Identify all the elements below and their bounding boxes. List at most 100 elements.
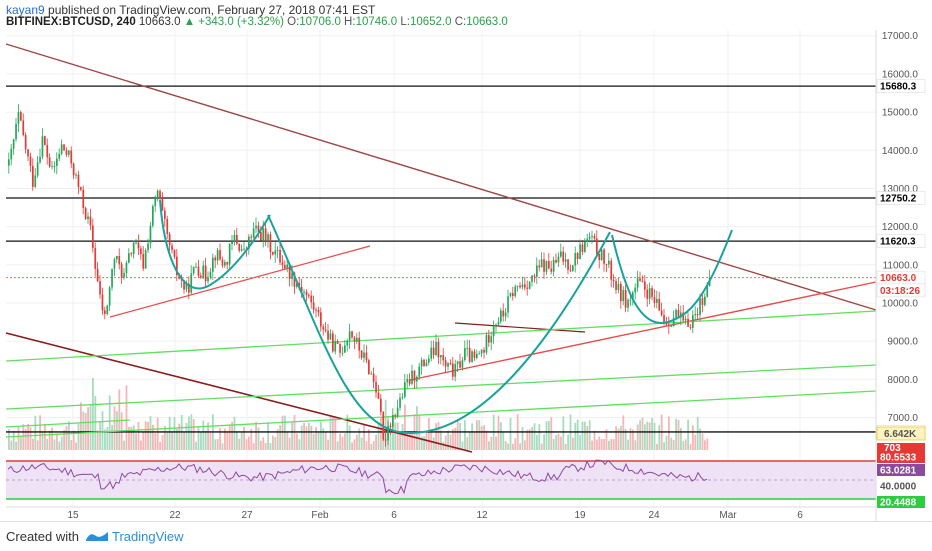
candle-body — [332, 333, 334, 352]
candle-body — [264, 228, 267, 241]
rsi-badge — [877, 464, 925, 476]
volume-bar — [658, 424, 661, 450]
volume-bar — [358, 428, 361, 450]
volume-badge — [876, 426, 926, 441]
volume-bar — [214, 439, 217, 450]
volume-bar — [694, 434, 697, 450]
candle-body — [600, 249, 603, 261]
candle-body — [555, 259, 557, 263]
volume-bar — [497, 415, 500, 450]
volume-bar — [72, 430, 75, 450]
candle-body — [68, 150, 70, 155]
volume-bar — [245, 439, 248, 450]
volume-bar — [58, 441, 61, 450]
volume-bar — [622, 415, 625, 450]
volume-bar — [336, 441, 339, 450]
candle-body — [147, 243, 149, 251]
candle-body — [672, 317, 675, 327]
volume-bar — [178, 423, 181, 450]
volume-bar — [204, 430, 207, 450]
candle-body — [320, 312, 322, 327]
candle-body — [377, 392, 380, 399]
volume-bar — [512, 443, 514, 450]
candle-body — [459, 361, 461, 368]
volume-bar — [430, 429, 433, 450]
candle-body — [29, 156, 32, 166]
candle-body — [368, 360, 370, 375]
candle-body — [101, 294, 104, 311]
y-tick-label: 13000.0 — [882, 184, 919, 195]
volume-bar — [600, 439, 603, 450]
candle-body — [360, 350, 363, 358]
rsi-badge — [877, 480, 925, 492]
volume-bar — [22, 424, 25, 450]
y-axis: 17000.0 16000.0 15000.0 14000.0 13000.0 12000… — [882, 31, 919, 424]
volume-bar — [94, 395, 97, 450]
candle-body — [663, 315, 665, 323]
candle-body — [432, 347, 435, 356]
candle-body — [512, 293, 514, 297]
candle-body — [125, 262, 128, 273]
low-value: 10652.0 — [409, 16, 452, 28]
candle-body — [46, 144, 49, 158]
author-name[interactable]: kayan9 — [6, 3, 45, 17]
candle-body — [303, 291, 305, 293]
cup-curve — [159, 199, 271, 290]
volume-bar — [610, 438, 613, 450]
tradingview-link[interactable]: TradingView — [112, 529, 184, 544]
volume-bar — [240, 431, 243, 450]
chart-background — [0, 30, 932, 521]
y-tick-label: 10000.0 — [882, 299, 919, 310]
volume-bar — [596, 439, 598, 450]
volume-bar — [332, 416, 334, 450]
price-change: ▲ +343.0 (+3.32%) — [183, 16, 284, 28]
volume-bar — [233, 416, 236, 450]
candle-body — [288, 264, 291, 279]
candle-body — [615, 281, 617, 291]
volume-bar — [576, 419, 579, 450]
volume-bar — [533, 423, 536, 450]
volume-bar — [329, 416, 332, 450]
candle-body — [20, 112, 22, 121]
candle-body — [579, 244, 581, 259]
volume-bar — [312, 433, 315, 450]
candle-body — [166, 219, 169, 234]
price-chart[interactable]: 17000.0 16000.0 15000.0 14000.0 13000.0 12000… — [0, 0, 932, 521]
volume-bar — [586, 426, 589, 450]
volume-bar — [598, 436, 601, 450]
volume-bar — [562, 416, 565, 450]
candle-body — [677, 309, 680, 318]
volume-bar — [264, 443, 267, 450]
volume-bar — [356, 434, 358, 450]
candle-body — [648, 288, 651, 299]
volume-bar — [341, 436, 344, 450]
candle-body — [262, 228, 265, 241]
volume-bar — [545, 421, 548, 450]
candle-body — [140, 248, 142, 255]
candle-body — [231, 241, 233, 244]
candle-body — [552, 259, 555, 272]
volume-badge-secondary-label: 703 — [884, 443, 901, 454]
candle-body — [492, 325, 495, 337]
volume-bar — [591, 440, 593, 450]
candle-body — [471, 351, 473, 362]
candle-body — [548, 261, 550, 269]
candle-body — [346, 340, 349, 346]
candle-body — [128, 253, 130, 263]
candle-body — [519, 285, 521, 288]
candle-body — [305, 291, 308, 296]
cup-curves — [159, 199, 733, 434]
price-badge-label: 12750.2 — [880, 193, 917, 204]
volume-bar — [41, 431, 44, 450]
volume-bar — [365, 441, 368, 450]
candle-body — [214, 257, 217, 261]
volume-bar — [192, 419, 195, 450]
candle-body — [358, 337, 361, 351]
candle-body — [533, 275, 536, 277]
trendline — [5, 332, 473, 453]
candle-body — [560, 251, 562, 257]
price-badge — [876, 283, 926, 298]
volume-bar — [320, 421, 322, 450]
candle-body — [699, 298, 701, 315]
volume-bar — [80, 402, 82, 450]
